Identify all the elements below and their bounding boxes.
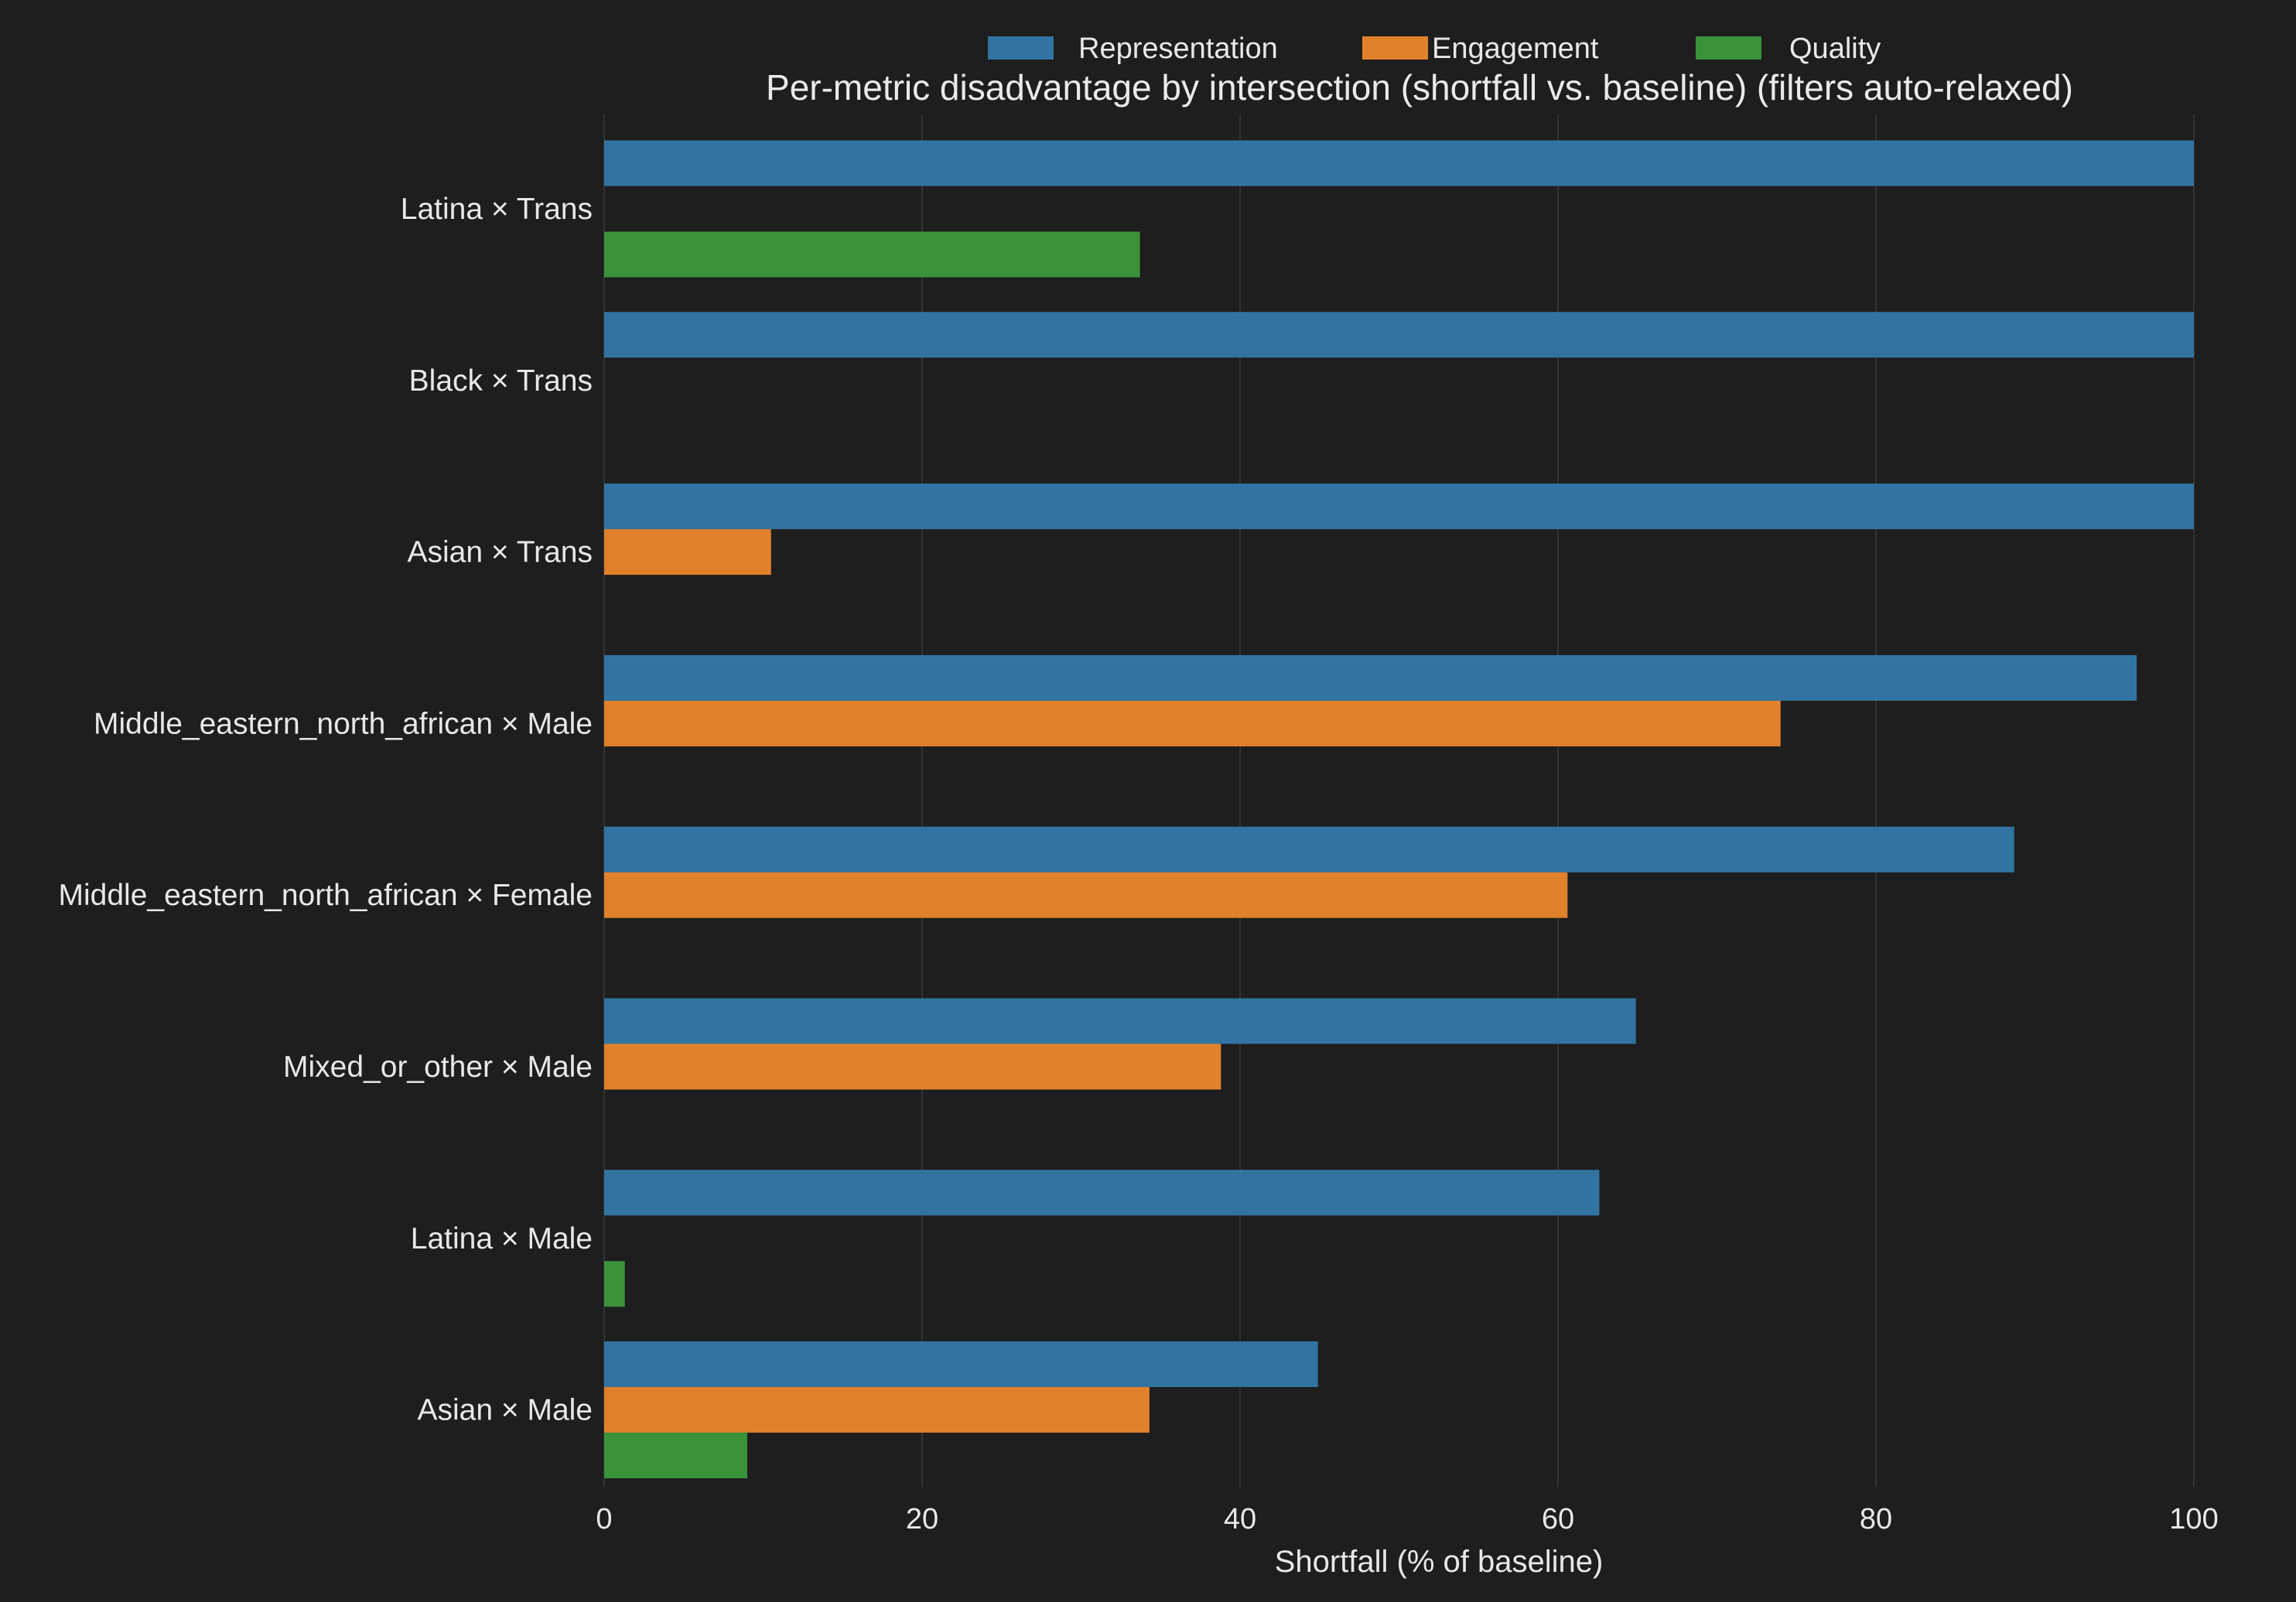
legend-label-engagement: Engagement	[1432, 32, 1599, 65]
legend-label-representation: Representation	[1078, 32, 1278, 65]
x-axis-title: Shortfall (% of baseline)	[1275, 1545, 1604, 1579]
legend-swatch-quality	[1696, 36, 1761, 60]
category-label: Mixed_or_other × Male	[283, 1050, 593, 1084]
bar-engagement	[604, 529, 771, 576]
category-label: Latina × Male	[411, 1222, 593, 1255]
bar-representation	[604, 998, 1636, 1044]
bar-quality	[604, 1433, 747, 1479]
category-label: Black × Trans	[409, 364, 593, 398]
x-tick-label: 40	[1224, 1503, 1256, 1535]
bar-engagement	[604, 1044, 1221, 1090]
category-label: Middle_eastern_north_african × Male	[94, 707, 593, 740]
x-tick-label: 20	[906, 1503, 938, 1535]
bar-representation	[604, 140, 2194, 186]
category-label: Latina × Trans	[401, 193, 593, 226]
x-tick-label: 60	[1542, 1503, 1574, 1535]
bar-representation	[604, 1170, 1600, 1216]
legend-swatch-engagement	[1362, 36, 1428, 60]
category-labels: Latina × Trans Black × Trans Asian × Trans…	[59, 193, 593, 1427]
x-tick-label: 100	[2169, 1503, 2218, 1535]
legend-swatch-representation	[988, 36, 1054, 60]
bar-representation	[604, 826, 2014, 873]
legend-label-quality: Quality	[1789, 32, 1881, 65]
legend: Representation Engagement Quality	[988, 32, 1881, 65]
category-label: Asian × Male	[417, 1394, 593, 1427]
bars	[604, 140, 2194, 1479]
bar-engagement	[604, 872, 1568, 918]
bar-quality	[604, 231, 1140, 278]
x-tick-label: 80	[1860, 1503, 1892, 1535]
category-label: Asian × Trans	[407, 536, 593, 569]
x-tick-labels: 0 20 40 60 80 100	[596, 1503, 2218, 1535]
bar-representation	[604, 312, 2194, 358]
bar-engagement	[604, 1387, 1150, 1433]
category-label: Middle_eastern_north_african × Female	[59, 879, 593, 912]
bar-engagement	[604, 700, 1781, 746]
bar-representation	[604, 1341, 1318, 1388]
bar-quality	[604, 1261, 625, 1307]
x-tick-label: 0	[596, 1503, 612, 1535]
chart-title: Per-metric disadvantage by intersection …	[766, 67, 2073, 108]
bar-representation	[604, 654, 2137, 701]
bar-representation	[604, 483, 2194, 530]
